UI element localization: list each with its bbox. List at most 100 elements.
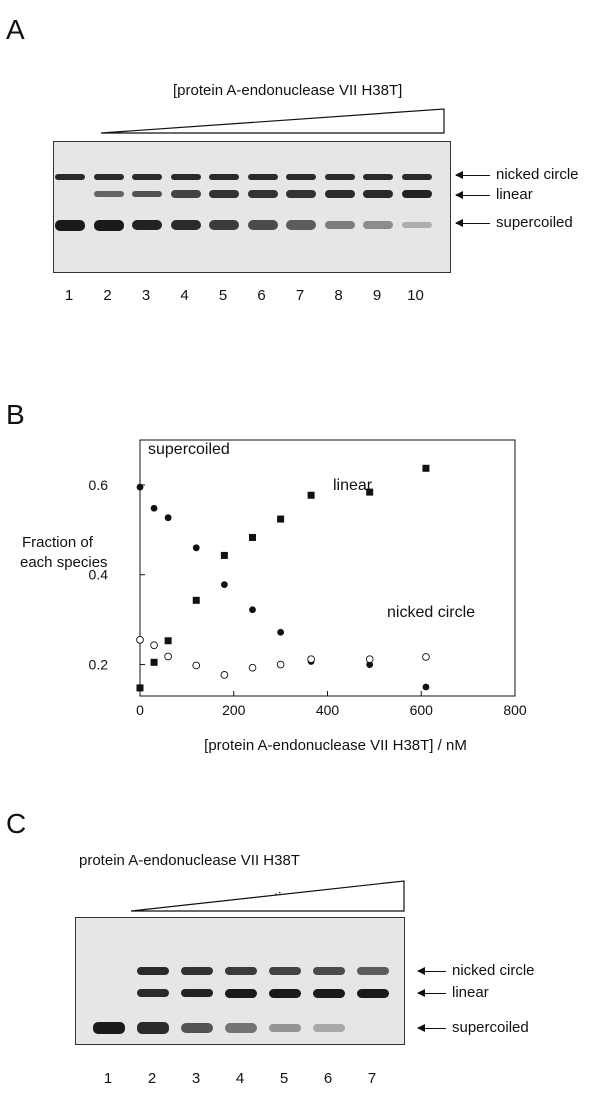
band-label: supercoiled — [452, 1019, 529, 1036]
band-arrow — [455, 171, 490, 179]
annotation-supercoiled: supercoiled — [148, 441, 230, 458]
band-label: linear — [452, 984, 489, 1001]
lane-number: 4 — [235, 1070, 245, 1087]
panel-letter-c: C — [6, 808, 27, 839]
nicked-circle-point — [422, 653, 430, 661]
gel-band-linear — [209, 190, 239, 198]
lane-number: 7 — [367, 1070, 377, 1087]
lane-number: 6 — [257, 287, 266, 304]
gel-band-supercoiled — [181, 1022, 213, 1034]
gel-band-supercoiled — [132, 219, 162, 231]
gel-band-linear — [357, 988, 389, 998]
nicked-circle-point — [220, 671, 229, 679]
concentration-wedge — [100, 108, 445, 134]
annotation-nicked-circle: nicked circle — [387, 604, 475, 621]
gel-band-linear — [170, 190, 201, 198]
gel-band-linear — [286, 190, 316, 198]
supercoiled-point — [136, 483, 144, 491]
linear-point — [277, 515, 285, 523]
nicked-circle-point — [276, 660, 285, 669]
gel-band-supercoiled — [209, 219, 239, 230]
gel-a — [53, 141, 451, 273]
gel-band-nicked — [357, 967, 389, 975]
gel-band-linear — [93, 190, 124, 198]
nicked-circle-point — [248, 663, 257, 672]
supercoiled-point — [366, 661, 374, 668]
lane-number: 9 — [372, 287, 382, 304]
lane-number: 1 — [103, 1070, 113, 1087]
y-axis-label-line1: Fraction of — [22, 534, 94, 551]
lane-number: 4 — [180, 287, 189, 304]
x-tick-label: 0 — [136, 702, 144, 718]
gel-band-nicked — [324, 174, 355, 180]
supercoiled-point — [220, 581, 228, 589]
y-tick-label: 0.4 — [89, 567, 109, 583]
gel-band-nicked — [225, 966, 257, 976]
y-axis-label-line2: each species — [20, 554, 108, 571]
plot-frame — [139, 439, 516, 697]
band-label: nicked circle — [496, 166, 579, 183]
gel-band-supercoiled — [170, 219, 201, 231]
gel-band-nicked — [269, 967, 301, 975]
band-label: supercoiled — [496, 214, 573, 231]
gel-band-linear — [132, 190, 162, 198]
x-axis-label: [protein A-endonuclease VII H38T] / nM — [204, 737, 467, 754]
lane-number: 3 — [191, 1070, 201, 1087]
gel-band-supercoiled — [401, 221, 432, 229]
supercoiled-point — [249, 606, 256, 614]
gel-band-nicked — [286, 174, 316, 180]
gel-band-supercoiled — [324, 220, 355, 229]
gel-band-linear — [269, 988, 301, 998]
gel-band-linear — [401, 190, 432, 198]
gel-band-supercoiled — [313, 1024, 345, 1032]
gel-band-nicked — [209, 174, 239, 180]
x-tick-label: 600 — [410, 702, 434, 718]
gel-band-nicked — [132, 174, 162, 180]
x-tick-label: 800 — [503, 702, 527, 718]
gel-band-linear — [247, 190, 278, 198]
lane-number: 10 — [407, 287, 424, 304]
gel-band-supercoiled — [137, 1022, 169, 1034]
linear-point — [366, 488, 374, 496]
linear-point — [164, 637, 172, 645]
lane-number: 1 — [64, 287, 74, 304]
gel-band-nicked — [313, 967, 345, 975]
linear-point — [422, 464, 430, 472]
gel-band-nicked — [363, 174, 393, 180]
gel-band-nicked — [401, 174, 432, 180]
lane-number: 8 — [334, 287, 343, 304]
lane-number: 2 — [147, 1070, 157, 1087]
band-arrow — [455, 219, 490, 227]
gel-band-linear — [313, 988, 345, 998]
gel-band-supercoiled — [269, 1024, 301, 1032]
x-tick-label: 400 — [316, 702, 340, 718]
nicked-circle-point — [307, 655, 315, 664]
lane-number: 5 — [218, 287, 228, 304]
band-arrow — [417, 967, 446, 975]
y-tick-label: 0.6 — [89, 477, 109, 493]
panel-letter-a: A — [6, 14, 25, 45]
annotation-linear: linear — [333, 477, 373, 494]
gel-band-supercoiled — [363, 221, 393, 229]
x-tick-label: 200 — [222, 702, 246, 718]
linear-point — [249, 533, 256, 541]
supercoiled-point — [164, 514, 172, 522]
lane-number: 7 — [295, 287, 305, 304]
lane-number: 5 — [279, 1070, 289, 1087]
linear-point — [192, 596, 200, 604]
gel-band-supercoiled — [225, 1023, 257, 1033]
lane-number: 3 — [141, 287, 151, 304]
nicked-circle-point — [136, 636, 144, 644]
supercoiled-point — [277, 628, 285, 636]
band-arrow — [455, 191, 490, 199]
band-arrow — [417, 989, 446, 997]
supercoiled-point — [422, 683, 430, 691]
panel-letter-b: B — [6, 399, 25, 430]
linear-point — [307, 491, 315, 499]
band-label: linear — [496, 186, 533, 203]
time-wedge — [130, 880, 405, 912]
lane-number: 6 — [323, 1070, 333, 1087]
gel-band-linear — [324, 190, 355, 198]
y-tick-label: 0.2 — [89, 657, 109, 673]
nicked-circle-point — [150, 641, 158, 650]
